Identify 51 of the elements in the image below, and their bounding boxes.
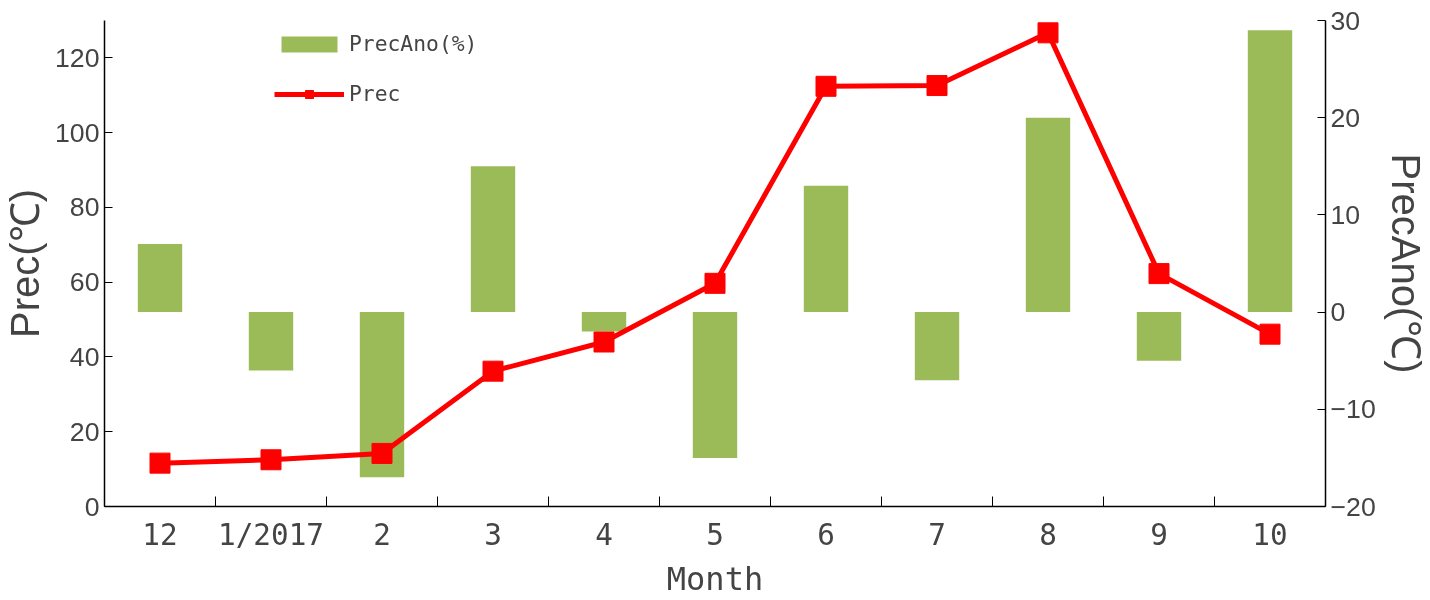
x-tick-label: 7: [928, 517, 946, 552]
x-tick-label: 1/2017: [218, 517, 324, 552]
bar: [803, 185, 849, 313]
bar: [581, 312, 627, 332]
point: [371, 442, 393, 464]
bar: [248, 312, 294, 371]
point: [260, 449, 282, 471]
y-tick-label: 60: [69, 267, 100, 298]
x-axis-title: Month: [666, 559, 764, 598]
point: [149, 452, 171, 474]
x-tick-label: 9: [1150, 517, 1168, 552]
point: [1259, 323, 1281, 345]
point: [593, 331, 615, 353]
bar: [1136, 312, 1182, 361]
point: [926, 75, 948, 97]
bar: [1247, 30, 1293, 313]
x-tick-label: 2: [373, 517, 391, 552]
y2-tick-label: 0: [1330, 297, 1346, 328]
x-tick-label: 5: [706, 517, 724, 552]
y-tick-label: 80: [69, 192, 100, 223]
point: [815, 75, 837, 97]
y2-tick-label: 10: [1330, 199, 1361, 230]
y2-tick-label: −10: [1330, 394, 1376, 425]
y2-tick-label: 30: [1330, 5, 1361, 36]
bar: [137, 244, 183, 313]
bar: [470, 166, 516, 313]
point: [1037, 22, 1059, 44]
y2-tick-label: −20: [1330, 491, 1376, 522]
x-tick-label: 6: [817, 517, 835, 552]
y2-axis-title: PrecAno(℃): [1383, 153, 1428, 374]
y-tick-label: 0: [84, 491, 100, 522]
point: [1148, 263, 1170, 285]
y-tick-label: 120: [55, 42, 100, 73]
y-tick-label: 20: [69, 416, 100, 447]
y-axis-title: Prec(℃): [3, 189, 48, 338]
y-tick-label: 40: [69, 341, 100, 372]
y2-tick-label: 20: [1330, 102, 1361, 133]
point: [482, 360, 504, 382]
legend-label: PrecAno(%): [349, 31, 478, 56]
bar: [914, 312, 960, 381]
y-tick-label: 100: [55, 117, 100, 148]
bar: [359, 312, 405, 478]
x-tick-label: 4: [595, 517, 613, 552]
x-tick-label: 12: [142, 517, 178, 552]
point: [704, 272, 726, 294]
bar: [692, 312, 738, 458]
legend-label: Prec: [349, 81, 401, 106]
bar: [1025, 117, 1071, 313]
x-tick-label: 8: [1039, 517, 1057, 552]
x-tick-label: 3: [484, 517, 502, 552]
x-tick-label: 10: [1252, 517, 1288, 552]
